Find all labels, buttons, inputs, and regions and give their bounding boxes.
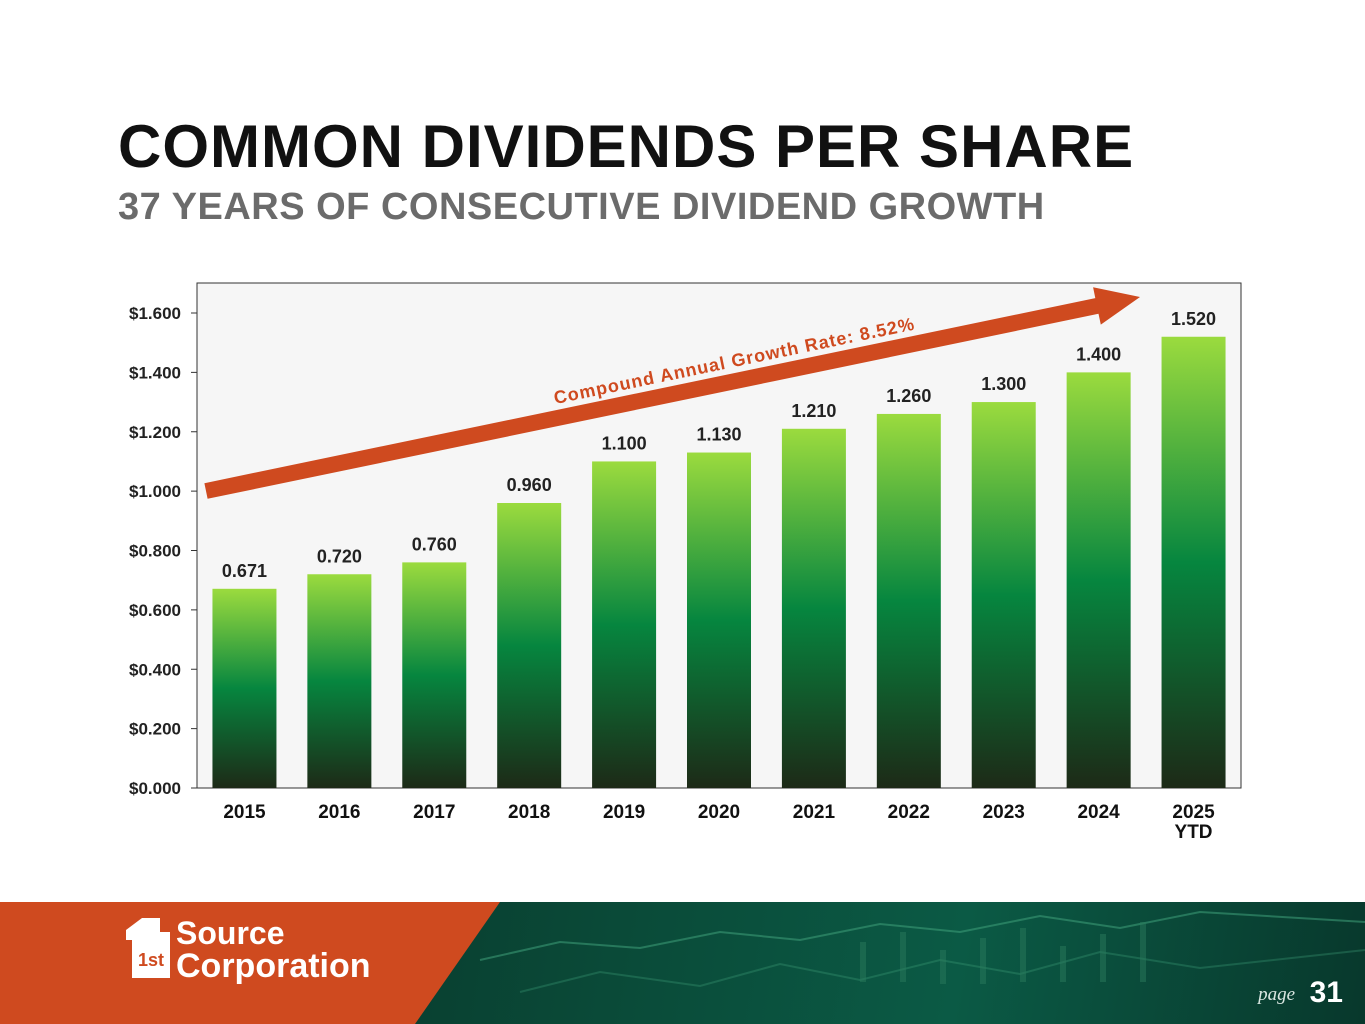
x-tick-label: 2015 <box>223 802 266 823</box>
dividend-bar-chart: $0.000 $0.200 $0.400 $0.600 $0.800 $1.000 $1.2… <box>129 282 1242 843</box>
x-tick-label: 2021 <box>793 802 836 823</box>
bar-2022 <box>876 413 941 788</box>
y-axis: $0.000 $0.200 $0.400 $0.600 $0.800 $1.000 $1.2… <box>129 304 197 798</box>
y-tick-label: $1.200 <box>129 423 181 442</box>
x-axis: 2015 2016 2017 2018 2019 2020 2021 2022 2023 2024… <box>223 802 1215 843</box>
page-label: page <box>1258 984 1295 1005</box>
bar-value-label: 1.130 <box>696 425 741 445</box>
bar-value-label: 1.100 <box>602 433 647 453</box>
y-tick-label: $1.400 <box>129 363 181 382</box>
bar-value-label: 1.520 <box>1171 309 1216 329</box>
bar-2023 <box>971 402 1036 788</box>
page-number: 31 <box>1309 976 1343 1009</box>
bars: 0.671 0.720 0.760 0.960 1.100 1.130 1.210 1.260… <box>212 309 1226 788</box>
y-tick-label: $1.000 <box>129 482 181 501</box>
bar-2018 <box>497 503 562 788</box>
x-tick-label: 2024 <box>1077 802 1120 823</box>
bar-2015 <box>212 588 277 788</box>
bar-2019 <box>592 461 657 788</box>
y-tick-label: $0.600 <box>129 601 181 620</box>
y-tick-label: $0.800 <box>129 542 181 561</box>
x-tick-label: 2016 <box>318 802 360 823</box>
logo-mark-icon <box>126 918 170 978</box>
bar-value-label: 1.260 <box>886 386 931 406</box>
bar-value-label: 0.671 <box>222 561 267 581</box>
bar-2024 <box>1066 372 1131 788</box>
bar-2016 <box>307 574 372 788</box>
y-tick-label: $0.200 <box>129 720 181 739</box>
bar-2017 <box>402 562 467 788</box>
logo-word-top: Source <box>176 915 284 951</box>
page-title: COMMON DIVIDENDS PER SHARE <box>118 113 1135 180</box>
x-tick-label: 2022 <box>888 802 930 823</box>
y-tick-label: $1.600 <box>129 304 181 323</box>
x-tick-label: 2017 <box>413 802 455 823</box>
x-tick-label: 2020 <box>698 802 740 823</box>
bar-value-label: 0.720 <box>317 546 362 566</box>
bar-2020 <box>687 452 751 788</box>
company-logo: 1st Source Corporation <box>126 915 371 984</box>
y-tick-label: $0.400 <box>129 660 181 679</box>
bar-value-label: 0.760 <box>412 534 457 554</box>
bar-2025 <box>1161 336 1226 788</box>
brand-panel <box>0 902 500 1024</box>
bar-value-label: 1.210 <box>791 401 836 421</box>
bar-2021 <box>781 428 846 788</box>
bar-value-label: 1.300 <box>981 374 1026 394</box>
growth-arrow-shape <box>204 287 1140 499</box>
x-tick-label: YTD <box>1175 822 1213 843</box>
logo-prefix: 1st <box>138 950 164 970</box>
x-tick-label: 2023 <box>983 802 1025 823</box>
page-subtitle: 37 YEARS OF CONSECUTIVE DIVIDEND GROWTH <box>118 186 1045 228</box>
x-tick-label: 2019 <box>603 802 645 823</box>
market-graph-decoration <box>479 910 1365 993</box>
bar-value-label: 1.400 <box>1076 344 1121 364</box>
logo-word-bottom: Corporation <box>176 947 371 984</box>
x-tick-label: 2018 <box>508 802 550 823</box>
x-tick-label: 2025 <box>1172 802 1215 823</box>
bar-value-label: 0.960 <box>507 475 552 495</box>
y-tick-label: $0.000 <box>129 779 181 798</box>
footer-band: 1st Source Corporation page 31 <box>0 902 1365 1024</box>
